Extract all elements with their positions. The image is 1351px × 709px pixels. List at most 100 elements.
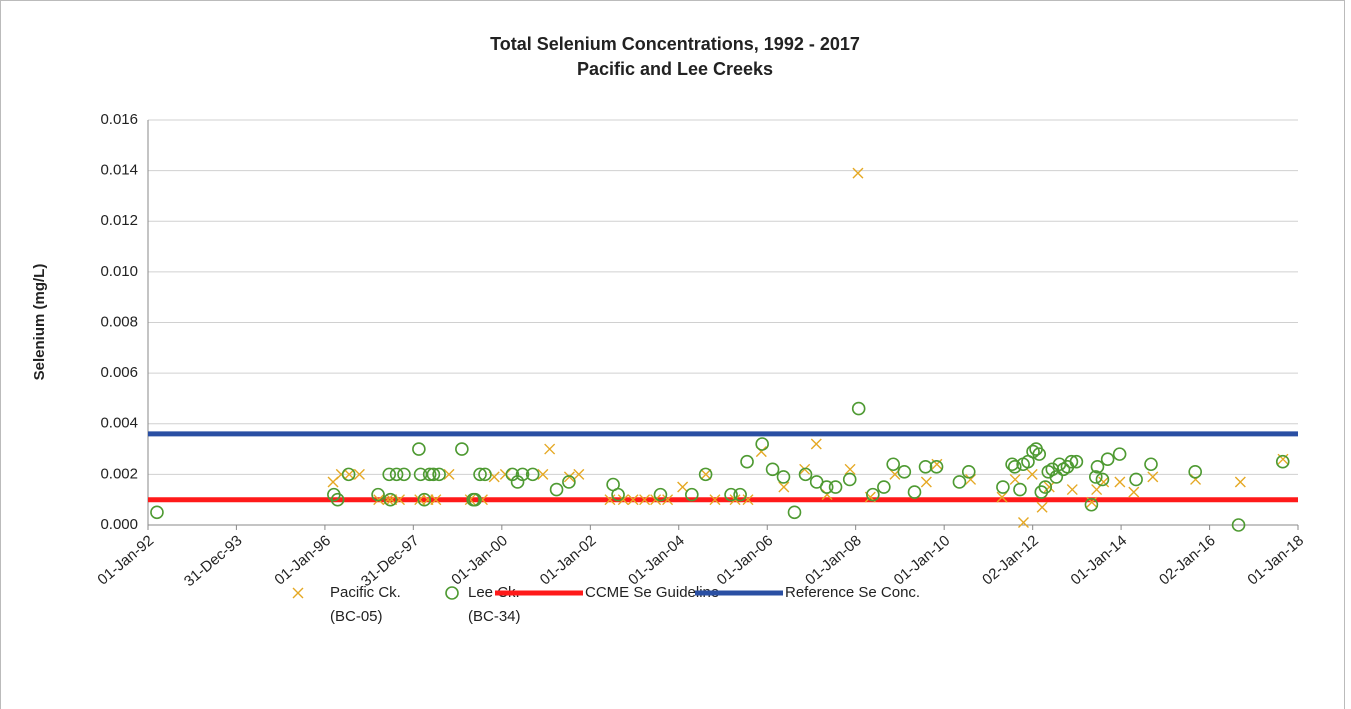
data-point xyxy=(662,494,674,506)
data-point xyxy=(1064,454,1079,469)
data-point xyxy=(952,475,967,489)
data-point xyxy=(544,443,556,455)
data-point xyxy=(627,494,639,506)
data-point xyxy=(353,468,365,480)
data-point xyxy=(1112,447,1127,461)
data-point xyxy=(573,468,585,480)
data-point xyxy=(866,487,880,502)
data-point xyxy=(330,492,345,507)
data-point xyxy=(685,487,699,502)
data-point xyxy=(1144,457,1158,472)
data-point xyxy=(343,468,355,480)
y-tick-label: 0.010 xyxy=(100,263,138,280)
data-point xyxy=(1066,484,1078,496)
data-point xyxy=(907,485,922,499)
legend-label: CCME Se Guideline xyxy=(585,584,719,601)
data-point xyxy=(150,505,164,520)
data-point xyxy=(373,494,385,506)
y-tick-label: 0.004 xyxy=(100,415,138,432)
data-point xyxy=(389,467,404,482)
data-point xyxy=(929,459,944,474)
y-tick-label: 0.002 xyxy=(100,465,138,482)
data-point xyxy=(1128,486,1140,498)
legend-marker xyxy=(292,587,304,599)
legend-marker xyxy=(445,586,459,600)
data-point xyxy=(799,463,811,475)
data-point xyxy=(464,494,476,506)
data-point xyxy=(755,437,769,451)
y-tick-label: 0.012 xyxy=(100,212,138,229)
data-point xyxy=(996,491,1008,503)
data-point xyxy=(499,468,511,480)
data-point xyxy=(455,442,469,456)
data-point xyxy=(426,467,441,482)
data-point xyxy=(1045,462,1060,477)
data-point xyxy=(961,465,976,479)
data-point xyxy=(1038,480,1053,494)
data-point xyxy=(1129,472,1143,487)
data-point xyxy=(412,442,426,456)
data-point xyxy=(430,494,442,506)
data-point xyxy=(1147,471,1159,483)
data-point xyxy=(1188,465,1202,479)
data-point xyxy=(1032,447,1047,461)
data-point xyxy=(733,487,747,502)
legend-label: (BC-34) xyxy=(468,608,521,625)
data-point xyxy=(1100,452,1115,466)
legend-label: Reference Se Conc. xyxy=(785,584,920,601)
data-point xyxy=(604,494,616,506)
data-point xyxy=(1088,470,1103,484)
data-point xyxy=(422,494,434,506)
data-point xyxy=(432,467,446,482)
data-point xyxy=(478,467,492,482)
data-point xyxy=(525,467,540,482)
data-point xyxy=(413,467,428,482)
data-point xyxy=(443,468,455,480)
data-point xyxy=(1007,459,1022,474)
data-point xyxy=(468,492,482,507)
data-point xyxy=(562,475,576,489)
data-point xyxy=(1234,476,1246,488)
data-point xyxy=(842,472,857,487)
data-point xyxy=(1026,468,1038,480)
data-point xyxy=(724,487,738,502)
data-point xyxy=(417,492,432,507)
data-point xyxy=(677,481,689,493)
data-point xyxy=(828,480,843,494)
chart-subtitle: Pacific and Lee Creeks xyxy=(577,59,773,79)
data-point xyxy=(473,467,487,482)
data-point xyxy=(1090,459,1105,474)
data-point xyxy=(698,467,713,482)
data-point xyxy=(897,465,912,479)
data-point xyxy=(397,467,411,482)
data-point xyxy=(1095,472,1110,487)
data-point xyxy=(341,467,356,482)
data-point xyxy=(1009,473,1021,485)
y-tick-label: 0.006 xyxy=(100,364,138,381)
data-point xyxy=(1114,476,1126,488)
data-point xyxy=(371,487,385,502)
chart-title: Total Selenium Concentrations, 1992 - 20… xyxy=(490,34,860,54)
data-point xyxy=(740,454,754,469)
y-axis-label: Selenium (mg/L) xyxy=(31,264,48,381)
legend-label: Pacific Ck. xyxy=(330,584,401,601)
data-point xyxy=(1231,518,1246,532)
data-point xyxy=(810,438,822,450)
legend-label: Lee Ck. xyxy=(468,584,520,601)
data-point xyxy=(510,475,525,489)
data-point xyxy=(787,505,802,520)
y-tick-label: 0.016 xyxy=(100,111,138,128)
data-point xyxy=(819,480,834,494)
data-point xyxy=(1049,470,1064,484)
data-point xyxy=(563,471,575,483)
data-point xyxy=(1017,516,1029,528)
data-point xyxy=(877,480,891,494)
data-point xyxy=(1005,457,1019,472)
data-point xyxy=(617,494,629,506)
y-tick-label: 0.000 xyxy=(100,516,138,533)
data-point xyxy=(844,463,856,475)
data-point xyxy=(653,487,668,502)
data-point xyxy=(776,470,791,484)
